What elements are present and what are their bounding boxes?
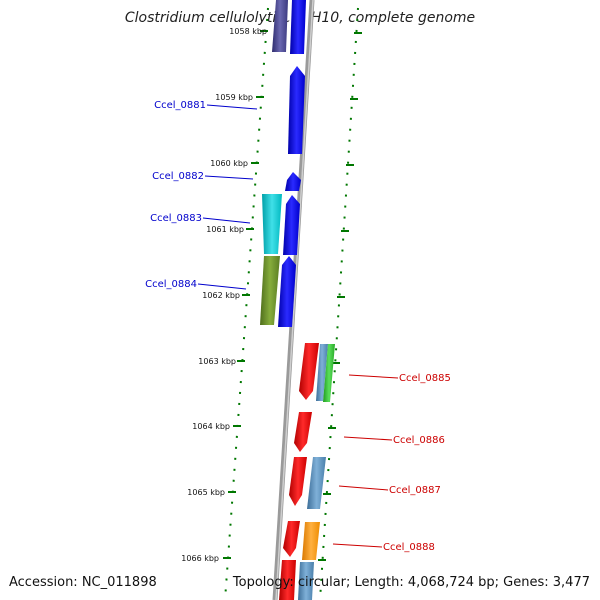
kbp-tick-label: 1060 kbp	[210, 159, 248, 168]
gene-labels: Ccel_0881 Ccel_0882 Ccel_0883 Ccel_0884 Ccel…	[145, 100, 451, 553]
gene-label-left: Ccel_0883	[150, 213, 202, 224]
gene-arrow-steelblue	[307, 457, 326, 509]
gene-leader-line	[332, 543, 383, 548]
gene-arrow-blue	[290, 0, 306, 54]
gene-arrow-blue	[278, 256, 296, 327]
gene-leader-line	[206, 104, 258, 110]
gene-label-left: Ccel_0884	[145, 279, 197, 290]
gene-arrow-red	[283, 521, 300, 557]
gene-arrow-blue	[288, 66, 305, 154]
scale-ticks: 1058 kbp 1059 kbp 1060 kbp 1061 kbp 1062 kbp…	[181, 27, 362, 563]
gene-leader-line	[338, 485, 389, 491]
kbp-tick-label: 1064 kbp	[192, 422, 230, 431]
gene-leader-line	[202, 217, 251, 224]
gene-arrow-blue	[283, 195, 300, 255]
gene-label-right: Ccel_0888	[383, 542, 435, 553]
gene-arrow-olive	[260, 256, 280, 325]
right-genes	[279, 343, 335, 600]
plus-strand-genes	[278, 0, 306, 327]
minus-strand-genes	[260, 0, 288, 325]
gene-arrow-red	[279, 560, 296, 600]
gene-leader-line	[204, 175, 254, 180]
gene-arrow-steelblue	[298, 562, 314, 600]
kbp-tick-label: 1062 kbp	[202, 291, 240, 300]
backbone-highlight	[275, 0, 314, 600]
gene-arrow-blue	[285, 172, 301, 191]
kbp-tick-label: 1066 kbp	[181, 554, 219, 563]
gene-arrow-orange	[302, 522, 320, 560]
gene-label-right: Ccel_0887	[389, 485, 441, 496]
kbp-tick-label: 1061 kbp	[206, 225, 244, 234]
gene-leader-line	[343, 436, 393, 441]
gene-label-left: Ccel_0882	[152, 171, 204, 182]
gene-leader-line	[197, 283, 247, 290]
gene-arrow-red	[289, 457, 307, 506]
gene-label-right: Ccel_0886	[393, 435, 445, 446]
outer-tick-rail	[319, 7, 359, 600]
kbp-tick-label: 1063 kbp	[198, 357, 236, 366]
gene-arrow-green	[323, 344, 335, 402]
gene-arrow-navy	[272, 0, 288, 52]
gene-label-left: Ccel_0881	[154, 100, 206, 111]
kbp-tick-label: 1065 kbp	[187, 488, 225, 497]
gene-arrow-steelblue	[316, 344, 328, 401]
gene-arrow-red	[299, 343, 319, 400]
gene-arrow-cyan	[262, 194, 282, 254]
gene-label-right: Ccel_0885	[399, 373, 451, 384]
accession-text: Accession: NC_011898	[9, 575, 157, 590]
kbp-tick-label: 1059 kbp	[215, 93, 253, 102]
topology-text: Topology: circular; Length: 4,068,724 bp…	[232, 575, 590, 590]
gene-leader-line	[348, 374, 399, 379]
kbp-tick-label: 1058 kbp	[229, 27, 267, 36]
gene-arrow-red	[294, 412, 312, 452]
